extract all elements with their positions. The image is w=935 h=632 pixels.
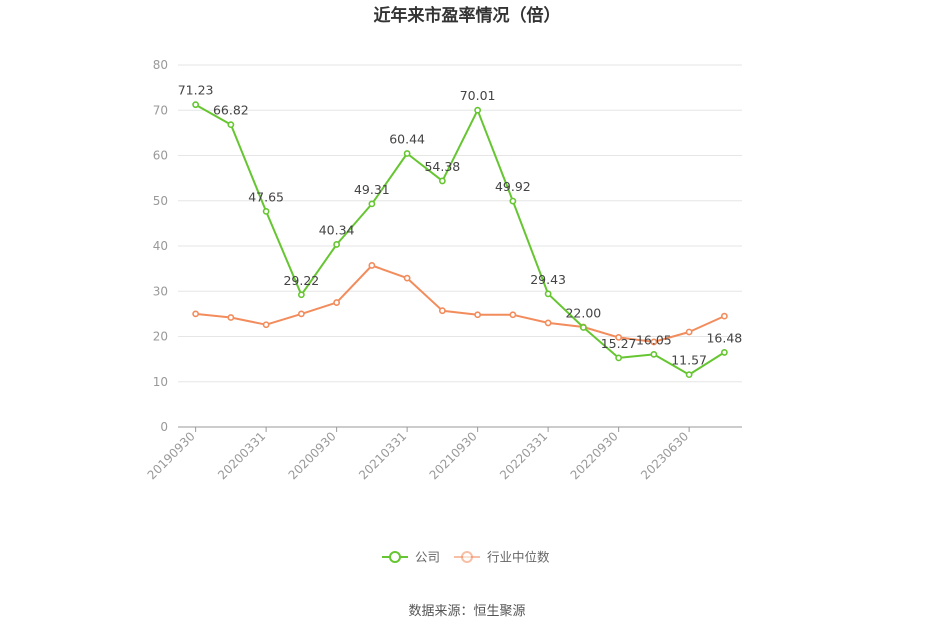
series-point-0[interactable] bbox=[403, 150, 411, 157]
x-tick-label: 20200331 bbox=[215, 429, 268, 482]
data-label: 16.48 bbox=[706, 330, 742, 345]
series-point-0[interactable] bbox=[262, 207, 270, 215]
data-label: 11.57 bbox=[671, 353, 707, 368]
series-line-1 bbox=[195, 264, 725, 343]
series-point-0[interactable] bbox=[509, 197, 517, 205]
plot-area bbox=[192, 101, 728, 379]
y-tick-label: 50 bbox=[153, 194, 168, 208]
series-point-0[interactable] bbox=[368, 200, 376, 208]
x-tick-label: 20220331 bbox=[497, 429, 550, 482]
series-point-0[interactable] bbox=[438, 177, 446, 185]
data-label: 54.38 bbox=[424, 159, 460, 174]
data-label: 16.05 bbox=[636, 332, 672, 347]
data-label: 70.01 bbox=[460, 88, 496, 103]
series-point-0[interactable] bbox=[227, 121, 235, 129]
data-labels: 71.23 66.82 47.65 29.22 40.34 49.31 60.44 54.38… bbox=[178, 83, 743, 368]
y-tick-label: 0 bbox=[160, 420, 168, 434]
series-point-1[interactable] bbox=[509, 311, 517, 319]
series-point-0[interactable] bbox=[685, 371, 693, 379]
data-label: 29.43 bbox=[530, 272, 566, 287]
series-point-0[interactable] bbox=[579, 324, 587, 331]
series-point-0[interactable] bbox=[615, 354, 623, 362]
data-label: 40.34 bbox=[319, 222, 355, 237]
data-label: 15.27 bbox=[601, 336, 637, 351]
series-point-1[interactable] bbox=[544, 319, 552, 327]
series-point-1[interactable] bbox=[333, 299, 341, 306]
legend[interactable]: 公司 行业中位数 bbox=[382, 550, 550, 565]
data-label: 29.22 bbox=[283, 273, 319, 288]
y-axis: 0 10 20 30 40 50 60 70 80 bbox=[153, 58, 168, 434]
series-point-0[interactable] bbox=[474, 106, 482, 114]
y-tick-label: 40 bbox=[153, 239, 168, 253]
legend-marker-1 bbox=[461, 551, 473, 563]
legend-marker-0 bbox=[389, 551, 401, 563]
series-point-1[interactable] bbox=[403, 274, 411, 282]
x-axis: 20190930 20200331 20200930 20210331 20210930… bbox=[145, 426, 742, 482]
legend-label-0[interactable]: 公司 bbox=[415, 550, 440, 565]
y-tick-label: 20 bbox=[153, 330, 168, 344]
grid-lines bbox=[178, 64, 742, 383]
x-tick-label: 20190930 bbox=[145, 429, 198, 482]
series-point-1[interactable] bbox=[615, 334, 623, 341]
series-point-0[interactable] bbox=[192, 101, 200, 109]
series-point-1[interactable] bbox=[368, 262, 376, 269]
data-label: 49.31 bbox=[354, 182, 390, 197]
legend-label-1[interactable]: 行业中位数 bbox=[487, 550, 550, 565]
series-point-0[interactable] bbox=[333, 241, 341, 248]
series-point-1[interactable] bbox=[297, 310, 305, 318]
y-tick-label: 10 bbox=[153, 375, 168, 389]
series-point-1[interactable] bbox=[227, 314, 235, 321]
series-point-1[interactable] bbox=[720, 312, 728, 320]
source-note: 数据来源：恒生聚源 bbox=[408, 604, 525, 619]
x-tick-label: 20210930 bbox=[427, 429, 480, 482]
data-label: 47.65 bbox=[248, 189, 284, 204]
data-label: 60.44 bbox=[389, 132, 425, 147]
series-point-1[interactable] bbox=[262, 321, 270, 329]
data-label: 22.00 bbox=[565, 305, 601, 320]
series-line-0 bbox=[195, 103, 725, 376]
series-point-0[interactable] bbox=[544, 290, 552, 298]
x-tick-label: 20210331 bbox=[356, 429, 409, 482]
data-label: 66.82 bbox=[213, 103, 249, 118]
series-point-1[interactable] bbox=[685, 328, 693, 336]
data-label: 49.92 bbox=[495, 179, 531, 194]
series-point-0[interactable] bbox=[720, 349, 728, 356]
series-point-1[interactable] bbox=[192, 310, 200, 318]
chart-title: 近年来市盈率情况（倍） bbox=[374, 5, 561, 26]
series-point-0[interactable] bbox=[297, 291, 305, 299]
y-tick-label: 60 bbox=[153, 149, 168, 163]
y-tick-label: 70 bbox=[153, 103, 168, 117]
x-tick-label: 20230630 bbox=[638, 429, 691, 482]
series-point-1[interactable] bbox=[474, 311, 482, 319]
x-tick-label: 20220930 bbox=[568, 429, 621, 482]
series-point-1[interactable] bbox=[438, 307, 446, 315]
series-point-1[interactable] bbox=[650, 338, 658, 346]
x-tick-label: 20200930 bbox=[286, 429, 339, 482]
data-label: 71.23 bbox=[178, 83, 214, 98]
series-point-0[interactable] bbox=[650, 350, 658, 358]
y-tick-label: 80 bbox=[153, 58, 168, 72]
y-tick-label: 30 bbox=[153, 284, 168, 298]
